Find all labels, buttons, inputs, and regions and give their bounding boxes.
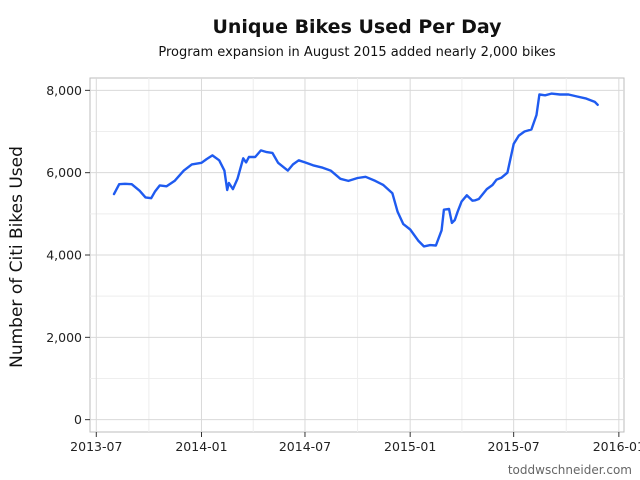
y-axis-ticks: 0 2,000 4,000 6,000 8,000 [46,83,90,427]
x-tick-label: 2016-01 [593,439,640,454]
x-tick-label: 2013-07 [70,439,122,454]
y-tick-label: 6,000 [46,165,82,180]
credit-text: toddwschneider.com [508,463,632,477]
y-tick-label: 2,000 [46,330,82,345]
chart-title: Unique Bikes Used Per Day [212,16,502,38]
y-tick-label: 4,000 [46,248,82,263]
chart-subtitle: Program expansion in August 2015 added n… [158,45,556,60]
y-tick-label: 0 [74,412,82,427]
y-tick-label: 8,000 [46,83,82,98]
y-axis-label: Number of Citi Bikes Used [7,146,27,368]
x-tick-label: 2015-01 [384,439,436,454]
x-axis-ticks: 2013-07 2014-01 2014-07 2015-01 2015-07 2016-… [70,432,640,454]
major-grid [90,78,624,432]
series-line-unique-bikes [112,92,599,248]
minor-grid [90,78,624,432]
x-tick-label: 2014-07 [279,439,331,454]
x-tick-label: 2014-01 [175,439,227,454]
x-tick-label: 2015-07 [488,439,540,454]
